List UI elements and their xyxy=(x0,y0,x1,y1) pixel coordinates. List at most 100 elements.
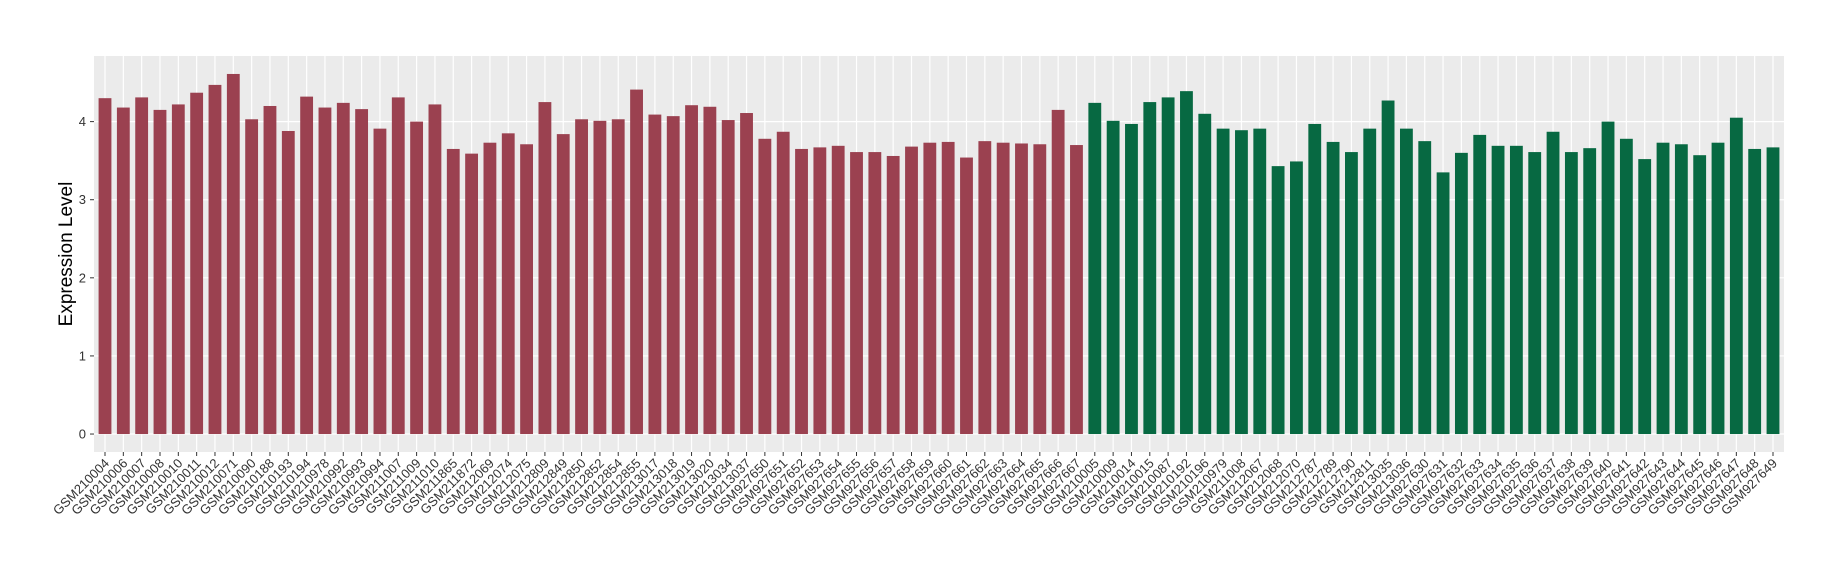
bar xyxy=(1106,120,1120,435)
bar xyxy=(226,73,240,435)
y-axis-title: Expression Level xyxy=(56,182,77,327)
bar xyxy=(318,107,332,435)
bar xyxy=(850,152,863,435)
bar xyxy=(941,141,955,435)
bar xyxy=(208,84,222,435)
bar xyxy=(171,104,185,435)
bar xyxy=(776,131,790,435)
bar xyxy=(135,97,149,435)
bar xyxy=(300,96,314,435)
bar xyxy=(1601,121,1615,435)
bar xyxy=(1436,172,1450,435)
bar xyxy=(1748,148,1762,435)
bar xyxy=(758,138,772,435)
bar xyxy=(1326,141,1340,435)
bar xyxy=(611,119,625,435)
bar xyxy=(1033,144,1047,435)
bar xyxy=(593,120,607,435)
bar xyxy=(1619,138,1633,435)
bar xyxy=(1345,152,1358,435)
bar xyxy=(1051,109,1065,435)
bar xyxy=(428,104,442,435)
bar xyxy=(336,102,350,435)
bar xyxy=(1711,142,1725,435)
bar xyxy=(1253,128,1267,435)
bar xyxy=(263,105,277,435)
bar xyxy=(1308,123,1322,435)
bar xyxy=(1125,123,1138,435)
bar xyxy=(1528,152,1542,435)
y-tick-label: 1 xyxy=(79,348,86,363)
bar xyxy=(1638,159,1652,435)
bar xyxy=(1399,128,1413,435)
bar xyxy=(630,89,643,435)
bar xyxy=(373,128,387,435)
bar xyxy=(1290,161,1303,435)
bar xyxy=(556,134,570,435)
bar xyxy=(960,157,973,435)
bar xyxy=(1088,102,1102,435)
bar xyxy=(1235,130,1248,435)
bar xyxy=(1491,145,1505,435)
bar xyxy=(355,109,369,435)
bar xyxy=(1216,128,1230,435)
bar xyxy=(703,106,717,435)
bar xyxy=(1015,143,1028,435)
bar xyxy=(721,120,735,435)
bar xyxy=(1583,148,1597,435)
bar xyxy=(281,130,295,435)
bar xyxy=(740,113,753,435)
bar xyxy=(1693,155,1707,435)
bar xyxy=(978,141,992,435)
bar xyxy=(1546,131,1560,435)
bar xyxy=(1198,113,1212,435)
bar xyxy=(685,105,698,435)
bar xyxy=(1070,145,1083,435)
bar xyxy=(1729,117,1743,435)
bar xyxy=(1381,100,1395,435)
bar xyxy=(391,97,405,435)
bar xyxy=(868,152,882,435)
bar xyxy=(886,155,900,435)
bar xyxy=(1473,134,1487,435)
bar xyxy=(648,114,662,435)
bar xyxy=(190,92,204,435)
bar xyxy=(905,146,918,435)
bar xyxy=(813,147,827,435)
bar xyxy=(1363,128,1377,435)
y-tick-label: 0 xyxy=(79,427,86,442)
bar xyxy=(538,102,552,435)
bar xyxy=(116,107,130,435)
bar xyxy=(575,119,588,435)
bar xyxy=(923,142,937,435)
bar xyxy=(1180,91,1193,435)
y-tick-label: 2 xyxy=(79,270,86,285)
bar xyxy=(520,144,533,435)
bar xyxy=(98,98,112,435)
bar xyxy=(410,121,424,435)
bar xyxy=(1418,141,1432,435)
bar xyxy=(1674,144,1688,435)
bar xyxy=(1271,166,1285,435)
bar xyxy=(245,119,259,435)
bar xyxy=(465,153,479,435)
bar xyxy=(795,148,808,435)
bar xyxy=(1656,142,1670,435)
bar xyxy=(1143,102,1157,435)
bar xyxy=(996,142,1010,435)
bar xyxy=(831,145,845,435)
bar xyxy=(446,148,460,435)
bar xyxy=(483,142,497,435)
bar xyxy=(1509,145,1523,435)
bar xyxy=(1161,97,1175,435)
bar xyxy=(153,109,167,435)
bar xyxy=(1454,152,1468,435)
bar xyxy=(1766,147,1780,435)
bar xyxy=(501,133,515,435)
y-tick-label: 4 xyxy=(79,114,86,129)
bar xyxy=(1564,152,1578,435)
y-tick-label: 3 xyxy=(79,192,86,207)
bar xyxy=(666,116,680,435)
